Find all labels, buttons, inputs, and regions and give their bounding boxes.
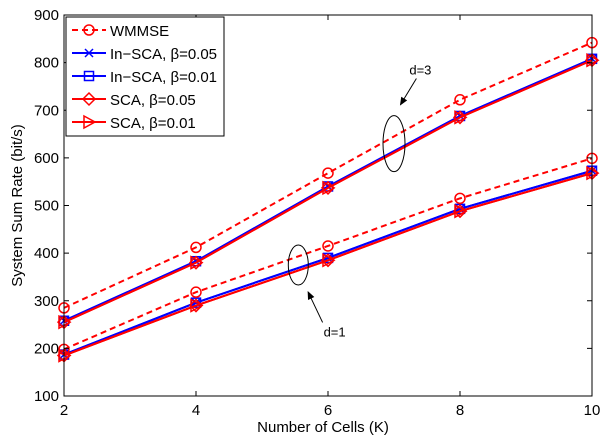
series-0-point-2 [322, 167, 334, 179]
plot-area [56, 36, 600, 363]
legend-marker-2 [83, 70, 95, 82]
x-tick-label-4: 10 [584, 402, 601, 419]
legend-label-4: SCA, β=0.01 [110, 115, 196, 132]
legend-marker-3 [81, 91, 97, 107]
y-tick-label-0: 100 [34, 388, 59, 405]
y-tick-label-2: 300 [34, 293, 59, 310]
legend-marker-4 [83, 114, 97, 130]
series-4-point-3 [454, 110, 468, 125]
series-line-0 [63, 41, 593, 309]
x-tick-label-1: 4 [192, 402, 200, 419]
series-line-2 [63, 57, 593, 322]
x-axis-label: Number of Cells (K) [257, 419, 389, 436]
annotation-ellipse-0 [382, 115, 406, 173]
series-4-point-1 [190, 255, 204, 270]
y-tick-label-5: 600 [34, 150, 59, 167]
series-9-point-3 [454, 203, 468, 219]
series-5-point-1 [190, 286, 202, 298]
y-tick-label-1: 200 [34, 340, 59, 357]
y-axis-label: System Sum Rate (bit/s) [9, 124, 26, 287]
legend-label-2: In−SCA, β=0.01 [110, 69, 217, 86]
x-tick-label-2: 6 [324, 402, 332, 419]
legend-marker-0 [83, 24, 95, 36]
legend-label-0: WMMSE [110, 23, 169, 40]
series-0-point-1 [190, 241, 202, 254]
series-5-point-2 [322, 240, 334, 252]
legend: WMMSE In−SCA, β=0.05 In−SCA, β=0.01 SCA, β=… [65, 16, 225, 137]
axes: 2 4 6 8 10 100 200 300 400 500 600 700 800 900 Number … [9, 7, 600, 436]
annotation-arrowhead-1 [307, 291, 315, 300]
y-tick-label-6: 700 [34, 102, 59, 119]
series-4-point-2 [322, 180, 336, 196]
y-tick-label-3: 400 [34, 245, 59, 262]
series-9-point-2 [322, 253, 336, 268]
x-tick-label-0: 2 [60, 402, 68, 419]
series-line-5 [63, 157, 593, 351]
x-tick-label-3: 8 [456, 402, 464, 419]
series-line-4 [63, 59, 593, 324]
series-5-point-3 [454, 192, 466, 205]
legend-label-3: SCA, β=0.05 [110, 92, 196, 109]
series-line-7 [63, 169, 593, 356]
series-line-9 [63, 172, 593, 357]
annotations: d=3 d=1 [287, 63, 431, 339]
y-tick-label-4: 500 [34, 198, 59, 215]
legend-label-1: In−SCA, β=0.05 [110, 46, 217, 63]
y-tick-label-7: 800 [34, 55, 59, 72]
annotation-label-1: d=1 [324, 324, 346, 339]
annotation-arrowhead-0 [399, 96, 408, 106]
annotation-ellipse-1 [287, 244, 309, 286]
series-0-point-3 [454, 94, 466, 106]
legend-marker-1 [84, 48, 94, 58]
series-9-point-1 [190, 298, 204, 313]
annotation-label-0: d=3 [409, 63, 431, 78]
y-tick-label-8: 900 [34, 7, 59, 24]
